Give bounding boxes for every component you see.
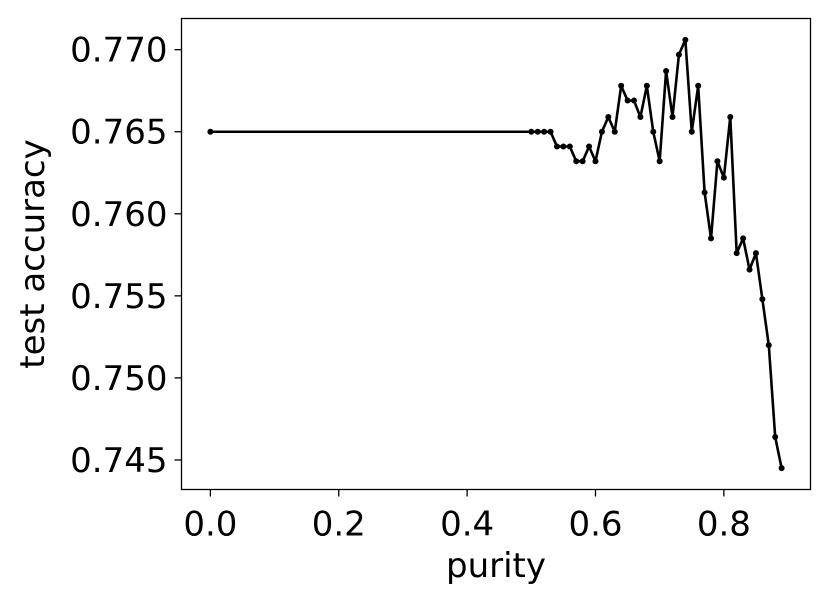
data-point <box>624 97 631 104</box>
data-point <box>566 143 573 150</box>
x-tick-label: 0.2 <box>312 505 366 545</box>
data-point <box>547 128 554 135</box>
data-point <box>534 128 541 135</box>
series-line <box>210 38 783 469</box>
data-point <box>656 158 663 165</box>
data-point <box>579 158 586 165</box>
data-point <box>611 128 618 135</box>
data-point <box>630 97 637 104</box>
data-point <box>573 158 580 165</box>
data-point <box>643 82 650 89</box>
data-point <box>586 143 593 150</box>
y-tick-label: 0.750 <box>70 359 167 399</box>
x-tick-label: 0.0 <box>183 505 237 545</box>
y-tick-label: 0.760 <box>70 195 167 235</box>
data-point <box>669 113 676 120</box>
data-point <box>682 36 689 43</box>
data-point <box>733 250 740 257</box>
x-axis-label: purity <box>446 546 546 586</box>
data-point <box>708 235 715 242</box>
data-point <box>752 250 759 257</box>
data-point <box>637 113 644 120</box>
data-point <box>560 143 567 150</box>
data-point <box>598 128 605 135</box>
data-point <box>701 189 708 196</box>
x-tick-label: 0.8 <box>697 505 751 545</box>
data-point <box>650 128 657 135</box>
data-point <box>720 174 727 181</box>
data-point <box>778 465 785 472</box>
y-axis-label: test accuracy <box>13 139 53 369</box>
data-point <box>759 296 766 303</box>
data-point <box>765 342 772 349</box>
data-point <box>207 128 214 135</box>
x-tick-label: 0.6 <box>568 505 622 545</box>
y-axis-ticks: 0.745 0.750 0.755 0.760 0.765 0.770 <box>70 31 182 481</box>
data-point <box>714 158 721 165</box>
y-tick-label: 0.765 <box>70 113 167 153</box>
y-tick-label: 0.745 <box>70 441 167 481</box>
y-tick-label: 0.770 <box>70 31 167 71</box>
data-point <box>618 82 625 89</box>
data-point <box>663 68 670 75</box>
x-tick-label: 0.4 <box>440 505 494 545</box>
data-point <box>592 158 599 165</box>
data-point <box>675 51 682 58</box>
plot-frame <box>180 17 812 491</box>
data-point <box>740 235 747 242</box>
data-point <box>746 266 753 273</box>
data-point <box>772 433 779 440</box>
data-point <box>688 128 695 135</box>
y-tick-label: 0.755 <box>70 277 167 317</box>
data-point <box>528 128 535 135</box>
x-axis-ticks: 0.0 0.2 0.4 0.6 0.8 <box>183 489 751 545</box>
series-points <box>207 36 785 472</box>
data-point <box>553 143 560 150</box>
data-point <box>727 113 734 120</box>
data-point <box>605 113 612 120</box>
data-point <box>695 82 702 89</box>
data-point <box>541 128 548 135</box>
